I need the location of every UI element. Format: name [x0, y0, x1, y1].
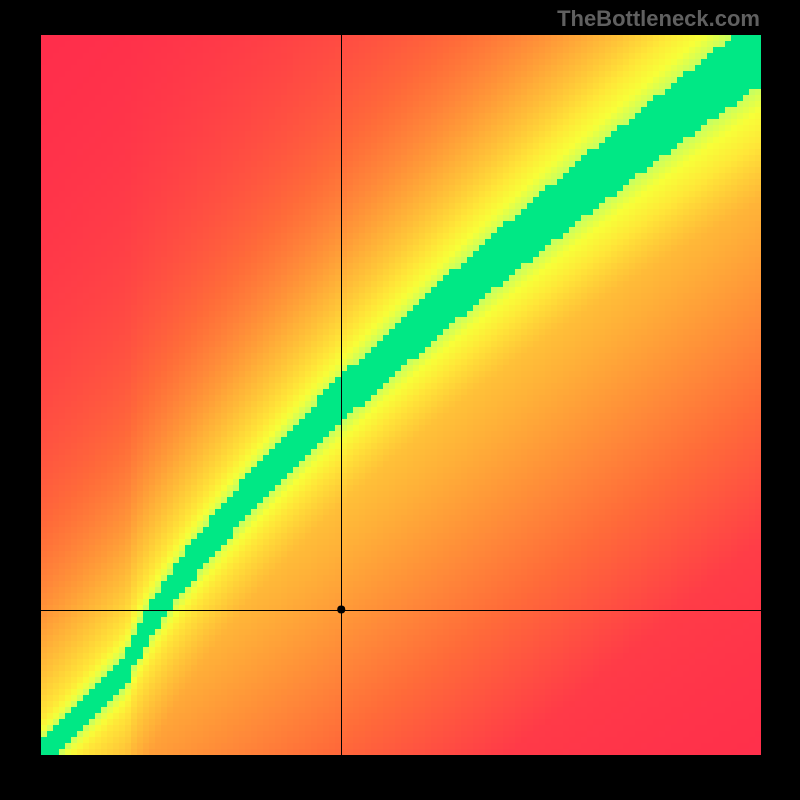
- chart-root: TheBottleneck.com: [0, 0, 800, 800]
- bottleneck-heatmap: [0, 0, 800, 800]
- watermark-text: TheBottleneck.com: [557, 6, 760, 32]
